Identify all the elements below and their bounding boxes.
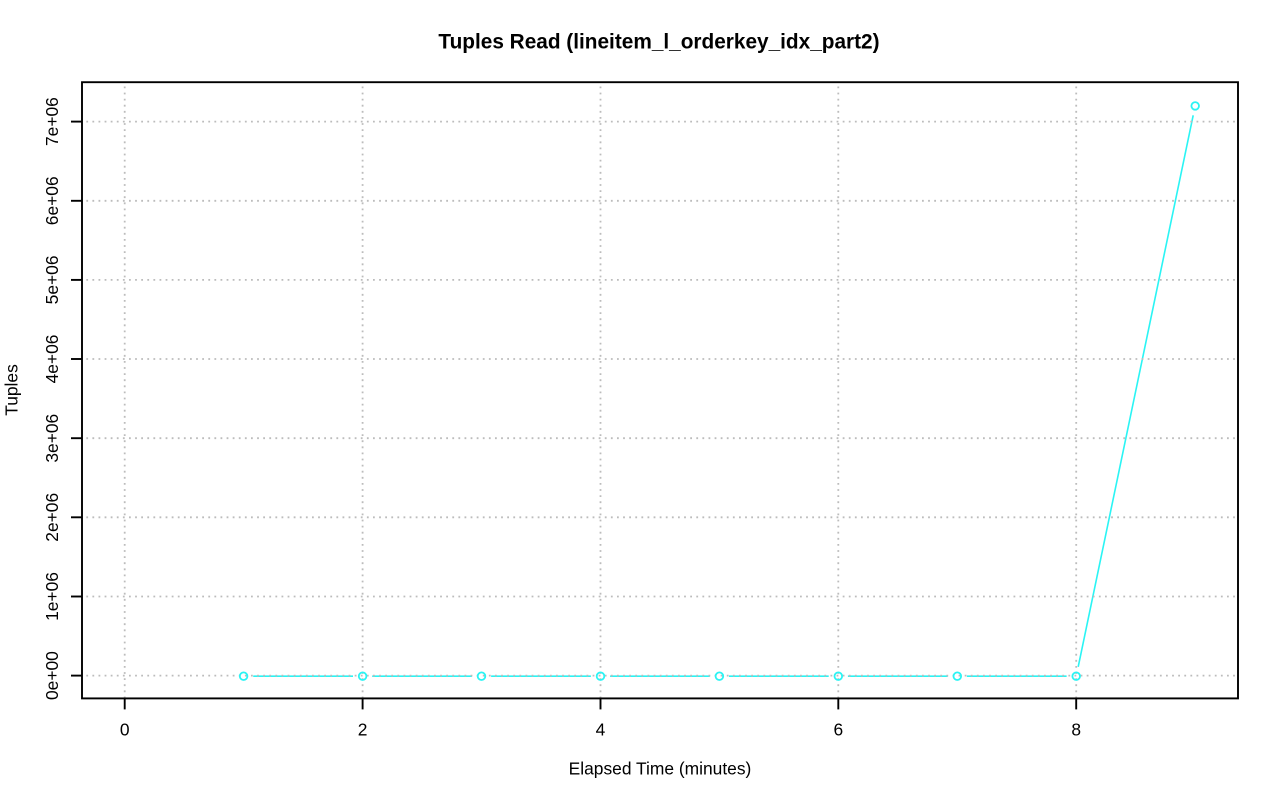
svg-text:6: 6 [833,720,843,740]
svg-text:1e+06: 1e+06 [42,572,62,621]
svg-text:Elapsed Time (minutes): Elapsed Time (minutes) [569,758,752,778]
svg-text:7e+06: 7e+06 [42,97,62,146]
svg-text:Tuples: Tuples [2,364,22,416]
svg-text:2e+06: 2e+06 [42,493,62,542]
svg-text:0e+00: 0e+00 [42,651,62,700]
svg-text:2: 2 [358,720,368,740]
svg-text:0: 0 [120,720,130,740]
svg-text:4e+06: 4e+06 [42,335,62,384]
svg-text:3e+06: 3e+06 [42,414,62,463]
svg-text:5e+06: 5e+06 [42,255,62,304]
svg-text:6e+06: 6e+06 [42,176,62,225]
svg-text:Tuples Read (lineitem_l_orderk: Tuples Read (lineitem_l_orderkey_idx_par… [438,30,879,53]
svg-text:8: 8 [1071,720,1081,740]
svg-text:4: 4 [596,720,606,740]
